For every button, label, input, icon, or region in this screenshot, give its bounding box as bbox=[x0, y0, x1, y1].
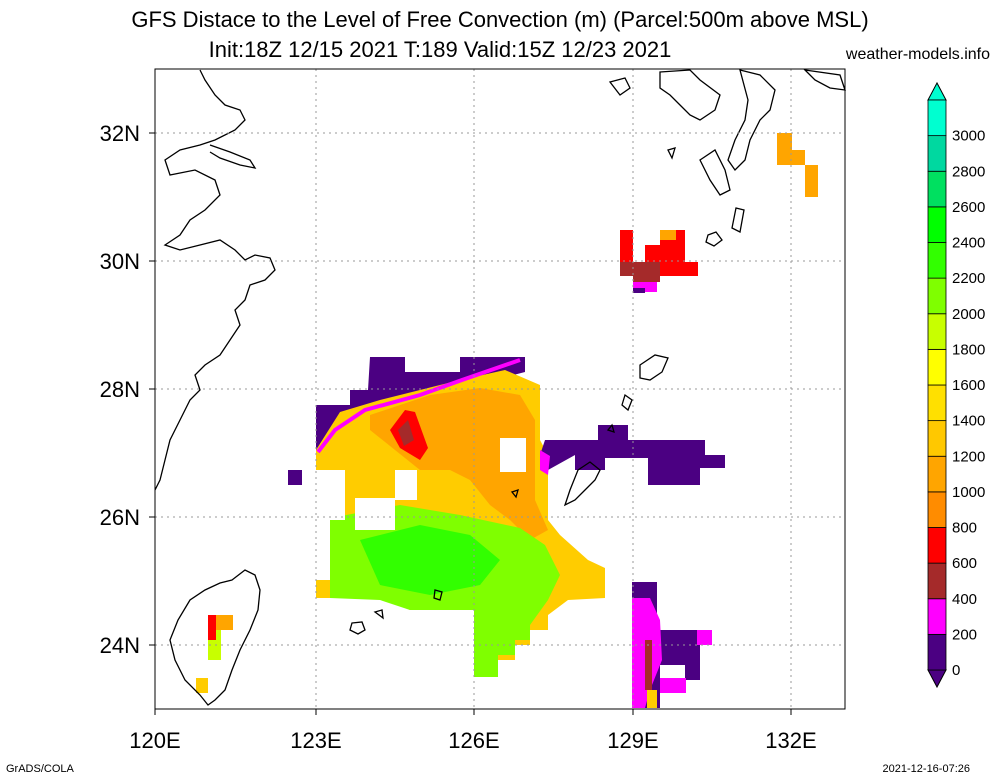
lfc-field bbox=[196, 133, 818, 708]
field-hole bbox=[500, 438, 526, 472]
colorbar-label: 1400 bbox=[952, 413, 985, 430]
coastline bbox=[154, 69, 846, 706]
field-small-purple bbox=[288, 470, 302, 485]
colorbar-label: 0 bbox=[952, 662, 960, 679]
colorbar: 0 200 400 600 800 1000 1200 1400 1600 1800 2000 220… bbox=[927, 81, 985, 689]
x-tick-label: 126E bbox=[448, 728, 499, 753]
colorbar-swatch bbox=[927, 313, 947, 350]
colorbar-label: 2000 bbox=[952, 306, 985, 323]
colorbar-max-arrow bbox=[927, 81, 947, 101]
colorbar-swatch bbox=[927, 384, 947, 422]
field-orange-north bbox=[660, 230, 676, 240]
grid bbox=[155, 69, 845, 709]
map-title: GFS Distace to the Level of Free Convect… bbox=[131, 7, 869, 32]
colorbar-swatch bbox=[927, 99, 947, 137]
axis-ticks bbox=[149, 132, 792, 715]
field-hole bbox=[303, 470, 345, 520]
field-magenta-se3 bbox=[660, 678, 686, 693]
colorbar-label: 400 bbox=[952, 591, 977, 608]
colorbar-label: 2400 bbox=[952, 235, 985, 252]
colorbar-swatch bbox=[927, 598, 947, 635]
field-brown-cell bbox=[398, 420, 414, 446]
y-tick-label: 26N bbox=[100, 505, 140, 530]
x-tick-label: 129E bbox=[607, 728, 658, 753]
y-tick-label: 30N bbox=[100, 249, 140, 274]
field-green-core bbox=[360, 525, 500, 595]
colorbar-label: 600 bbox=[952, 555, 977, 572]
y-tick-label: 32N bbox=[100, 121, 140, 146]
colorbar-label: 800 bbox=[952, 520, 977, 537]
field-brown-north bbox=[620, 262, 660, 282]
x-tick-label: 123E bbox=[290, 728, 341, 753]
colorbar-label: 1600 bbox=[952, 377, 985, 394]
field-taiwan-strip3 bbox=[208, 615, 216, 640]
field-yellow-se bbox=[647, 690, 657, 708]
colorbar-label: 1800 bbox=[952, 341, 985, 358]
colorbar-swatch bbox=[927, 206, 947, 243]
colorbar-swatch bbox=[927, 170, 947, 208]
colorbar-label: 200 bbox=[952, 626, 977, 643]
field-magenta-se2 bbox=[697, 630, 712, 645]
colorbar-swatch bbox=[927, 348, 947, 386]
colorbar-swatch bbox=[927, 242, 947, 279]
footer-timestamp: 2021-12-16-07:26 bbox=[882, 763, 970, 775]
colorbar-min-arrow bbox=[927, 669, 947, 689]
map-subtitle: Init:18Z 12/15 2021 T:189 Valid:15Z 12/2… bbox=[208, 37, 672, 62]
field-magenta-north bbox=[633, 282, 657, 292]
colorbar-label: 2800 bbox=[952, 163, 985, 180]
field-purple-north-small bbox=[633, 288, 645, 293]
field-brown-se bbox=[645, 640, 652, 690]
colorbar-label: 2600 bbox=[952, 199, 985, 216]
field-orange-ne bbox=[777, 133, 818, 197]
colorbar-label: 3000 bbox=[952, 128, 985, 145]
x-tick-label: 120E bbox=[129, 728, 180, 753]
colorbar-swatch bbox=[927, 277, 947, 315]
y-tick-label: 28N bbox=[100, 377, 140, 402]
colorbar-label: 1000 bbox=[952, 484, 985, 501]
field-purple-east-magenta bbox=[540, 450, 550, 475]
footer-credit: GrADS/COLA bbox=[6, 763, 74, 775]
field-magenta-edge bbox=[316, 358, 521, 454]
colorbar-swatch bbox=[927, 527, 947, 564]
colorbar-swatch bbox=[927, 455, 947, 493]
colorbar-swatch bbox=[927, 491, 947, 528]
x-tick-label: 132E bbox=[765, 728, 816, 753]
colorbar-swatch bbox=[927, 633, 947, 671]
site-credit: weather-models.info bbox=[845, 46, 990, 63]
colorbar-label: 2200 bbox=[952, 270, 985, 287]
colorbar-swatch bbox=[927, 420, 947, 457]
field-taiwan-strip4 bbox=[196, 678, 208, 693]
colorbar-swatch bbox=[927, 135, 947, 172]
colorbar-label: 1200 bbox=[952, 448, 985, 465]
field-hole bbox=[395, 470, 417, 500]
colorbar-swatch bbox=[927, 562, 947, 600]
field-hole bbox=[355, 498, 395, 530]
y-tick-label: 24N bbox=[100, 633, 140, 658]
